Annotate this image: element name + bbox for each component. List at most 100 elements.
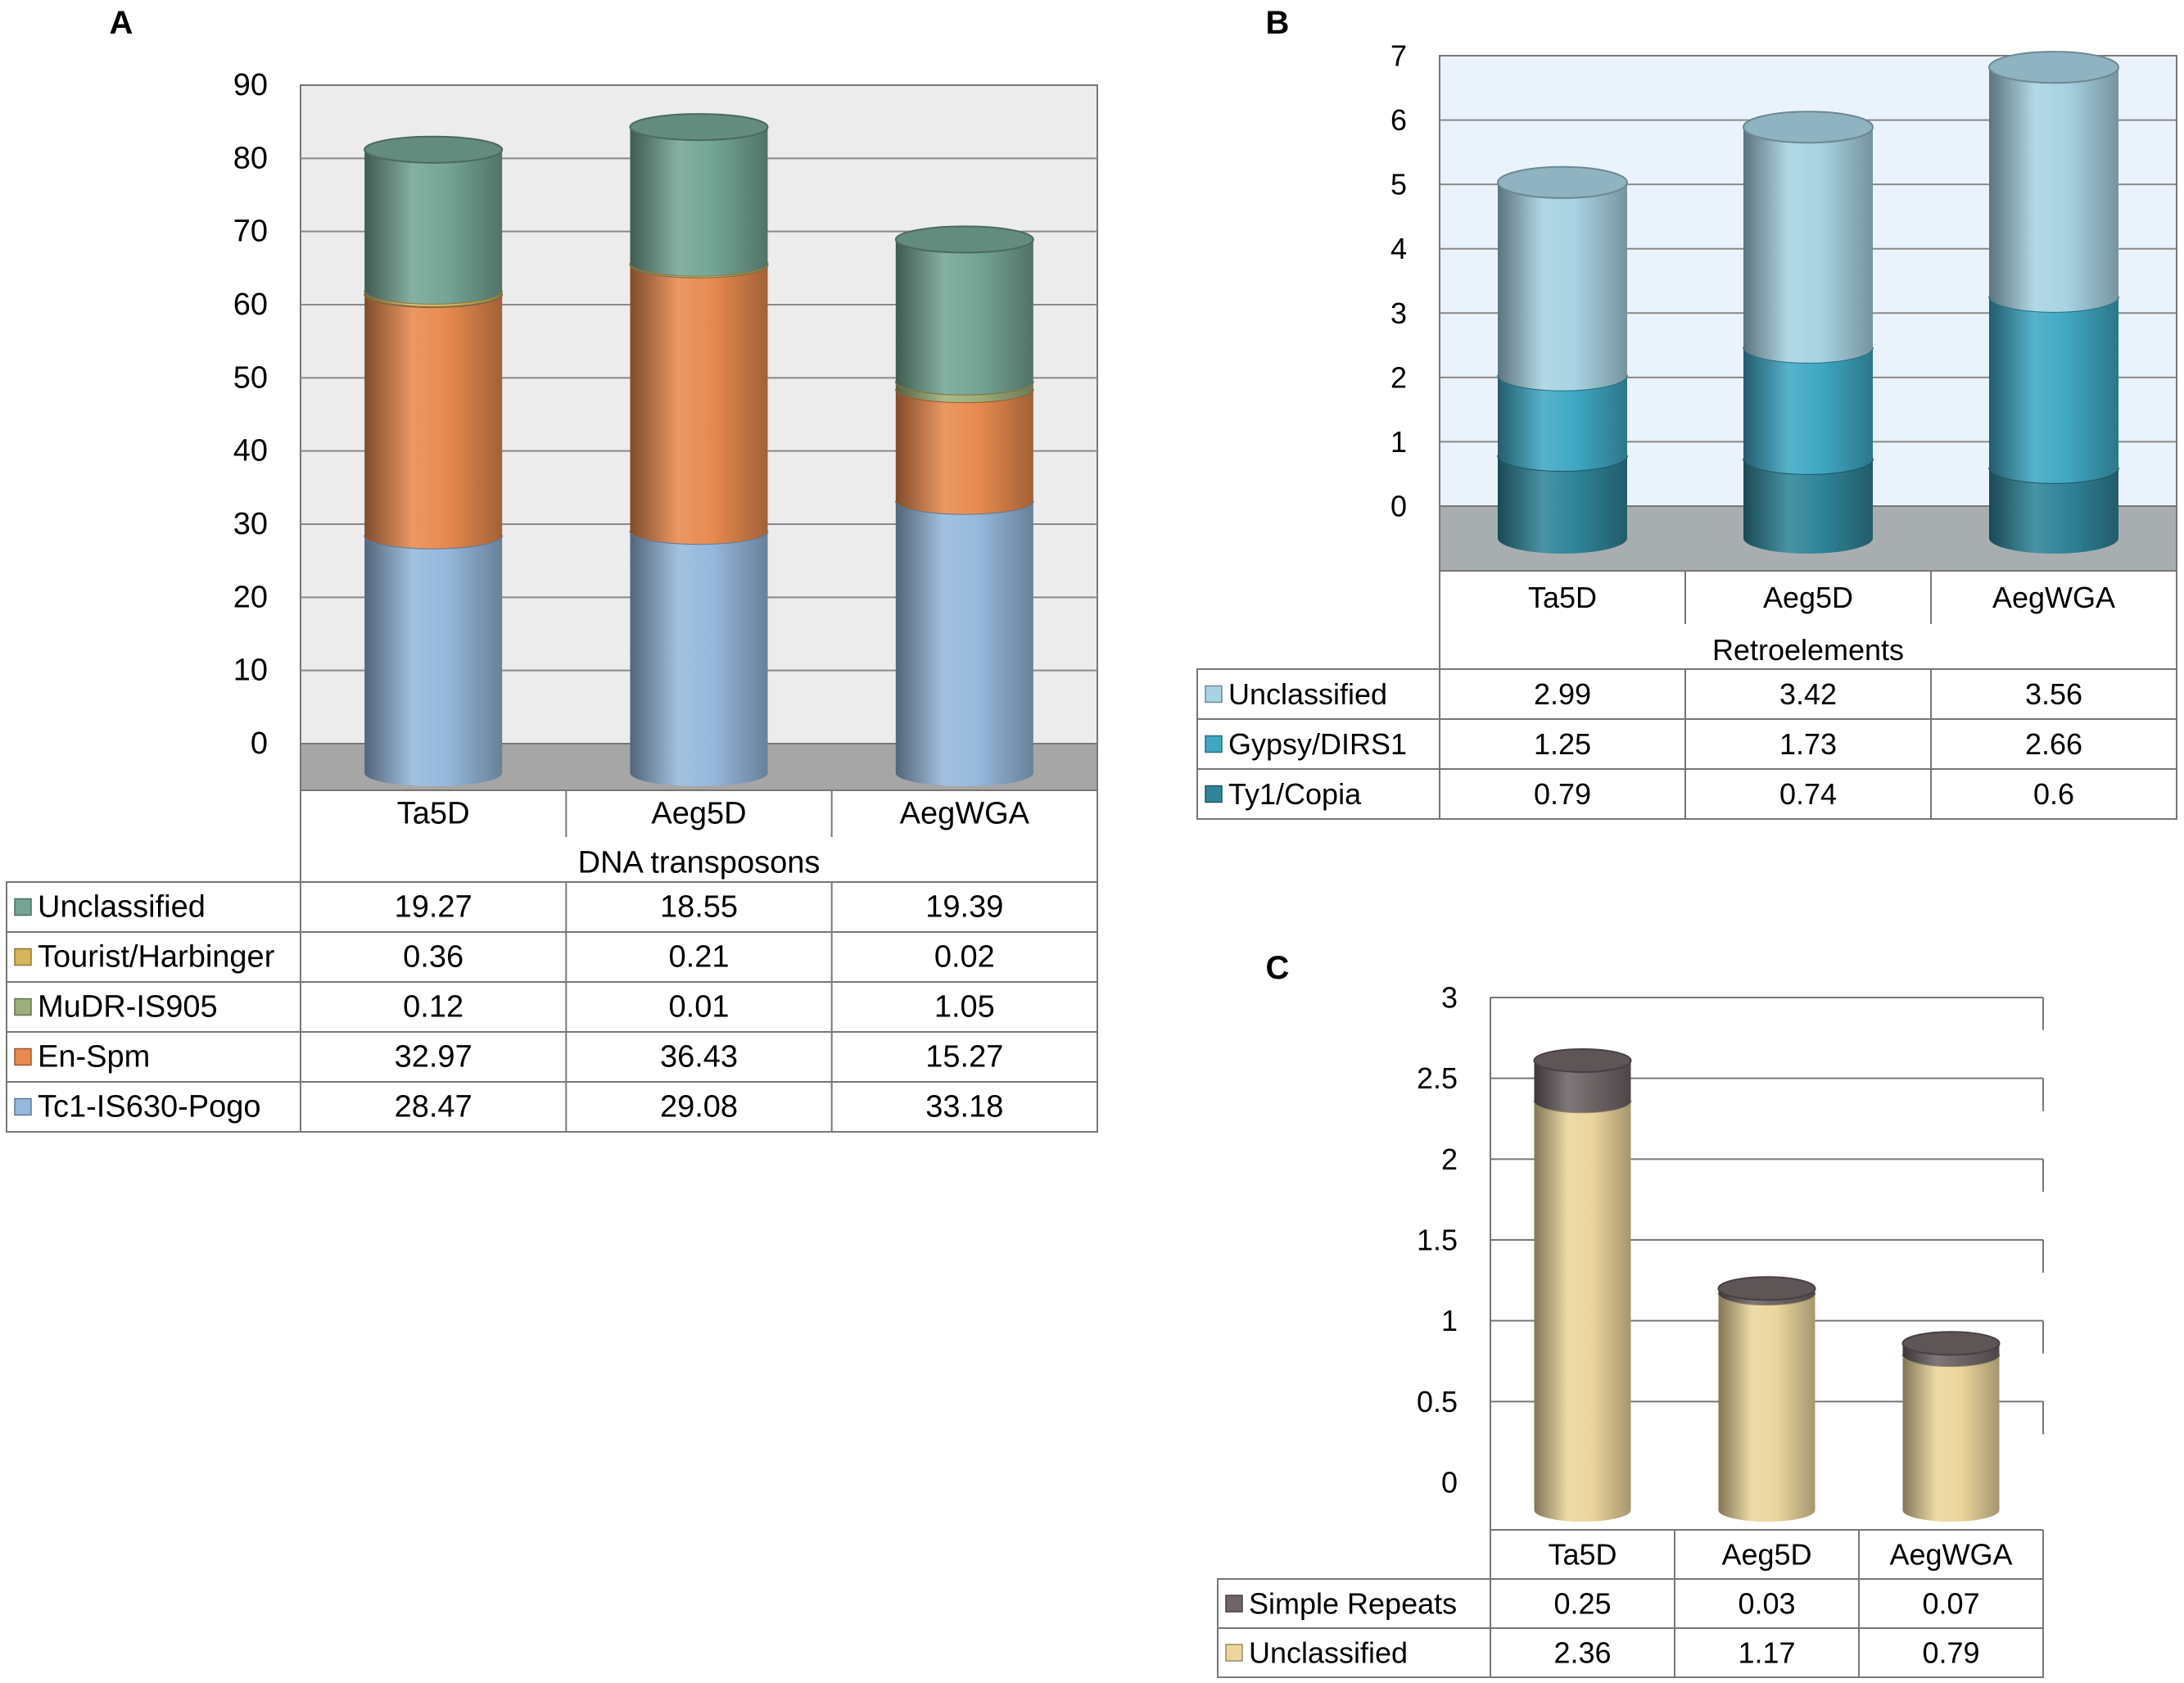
data-label: 1.25 — [1534, 727, 1591, 761]
data-label: 0.79 — [1922, 1636, 1979, 1670]
legend-swatch — [14, 1047, 32, 1066]
bar-top-cap — [629, 113, 769, 142]
category-label: Aeg5D — [1763, 581, 1853, 614]
bar-segment-bottom — [895, 368, 1033, 395]
bar-segment-bottom — [1743, 331, 1873, 363]
data-label: 0.03 — [1738, 1587, 1795, 1621]
bar-segment-bottom — [1989, 523, 2118, 554]
y-tick-label: 4 — [1390, 232, 1407, 265]
y-tick-label: 0 — [251, 726, 268, 761]
y-tick-label: 10 — [233, 654, 268, 688]
bar-top-cap — [1533, 1047, 1632, 1073]
data-label: 3.56 — [2025, 677, 2082, 711]
bar-segment-bottom — [1498, 439, 1627, 471]
data-label: 2.99 — [1534, 677, 1591, 711]
y-tick-label: 3 — [1390, 296, 1407, 330]
legend-label: Tc1-IS630-Pogo — [38, 1090, 261, 1124]
data-label: 32.97 — [395, 1040, 473, 1074]
bar-segment-en-spm — [364, 294, 503, 536]
x-axis-title: Retroelements — [1712, 633, 1904, 667]
bar-segment-bottom — [364, 522, 503, 549]
bar-segment-unclassified — [1989, 67, 2118, 296]
table-row — [1196, 768, 2177, 820]
data-label: 3.42 — [1779, 677, 1837, 711]
data-label: 0.79 — [1534, 777, 1591, 811]
bar-segment-bottom — [630, 518, 768, 545]
legend-swatch — [1205, 685, 1223, 704]
bar-segment-tc1-is630-pogo — [630, 531, 768, 773]
bar-segment-bottom — [1989, 451, 2118, 483]
y-tick-label: 90 — [233, 68, 268, 102]
legend-label: Unclassified — [1249, 1636, 1408, 1670]
bar-segment-unclassified — [1534, 1101, 1631, 1510]
bar-segment-bottom — [1498, 359, 1627, 391]
bar-segment-unclassified — [1902, 1355, 2000, 1510]
y-tick-label: 1 — [1390, 425, 1407, 459]
data-label: 0.02 — [934, 940, 995, 975]
bar-segment-unclassified — [1718, 1293, 1815, 1510]
bar-top-cap — [1497, 165, 1628, 199]
panel-b-label: B — [1266, 5, 1290, 41]
data-label: 28.47 — [395, 1090, 473, 1124]
y-tick-label: 2.5 — [1417, 1061, 1458, 1095]
table-row — [1217, 1627, 2044, 1678]
data-label: 15.27 — [925, 1040, 1003, 1074]
bar-segment-bottom — [1743, 523, 1873, 554]
data-label: 1.17 — [1738, 1636, 1795, 1670]
bar-segment-unclassified — [630, 127, 768, 263]
bar-segment-unclassified — [364, 149, 503, 291]
bar-segment-bottom — [1534, 1089, 1631, 1113]
legend-label: Tourist/Harbinger — [38, 940, 275, 975]
data-label: 33.18 — [925, 1090, 1003, 1124]
bar-segment-bottom — [1989, 280, 2118, 312]
data-label: 1.73 — [1779, 727, 1837, 761]
x-axis-title: DNA transposons — [578, 846, 821, 880]
bar-segment-unclassified — [1743, 127, 1873, 347]
bar-segment-bottom — [895, 487, 1033, 514]
category-label: AegWGA — [1889, 1538, 2012, 1572]
data-label: 0.74 — [1779, 777, 1837, 811]
y-tick-label: 20 — [233, 580, 268, 614]
data-label: 19.27 — [395, 890, 473, 925]
legend-swatch — [14, 898, 32, 916]
y-tick-label: 0 — [1441, 1466, 1458, 1500]
data-label: 0.6 — [2033, 777, 2074, 811]
bar-top-cap — [1901, 1331, 2001, 1356]
data-label: 1.05 — [934, 990, 995, 1025]
bar-segment-en-spm — [895, 389, 1033, 501]
legend-label: Simple Repeats — [1249, 1587, 1457, 1621]
panel-c-label: C — [1266, 950, 1290, 986]
bar-segment-edge — [1743, 346, 1874, 364]
data-label: 29.08 — [660, 1090, 738, 1124]
legend-swatch — [1205, 785, 1223, 803]
data-label: 0.07 — [1922, 1587, 1979, 1621]
panel-a-label: A — [110, 5, 133, 41]
category-label: AegWGA — [1992, 581, 2115, 614]
y-tick-label: 6 — [1390, 103, 1407, 137]
legend-swatch — [1225, 1644, 1243, 1662]
legend-swatch — [1225, 1595, 1243, 1613]
data-label: 18.55 — [660, 890, 738, 925]
data-label: 0.36 — [403, 940, 463, 975]
bar-segment-gypsy-dirs1 — [1989, 296, 2118, 468]
y-tick-label: 0.5 — [1417, 1385, 1458, 1418]
y-tick-label: 70 — [233, 215, 268, 249]
table-row — [6, 1081, 1098, 1133]
y-tick-label: 40 — [233, 434, 268, 468]
bar-segment-bottom — [630, 760, 768, 786]
legend-label: Gypsy/DIRS1 — [1228, 727, 1407, 761]
bar-segment-bottom — [1718, 1499, 1815, 1522]
bar-top-cap — [1743, 111, 1874, 144]
bar-segment-bottom — [1534, 1499, 1631, 1522]
category-label: Aeg5D — [651, 797, 746, 831]
data-label: 0.01 — [669, 990, 730, 1025]
legend-label: En-Spm — [38, 1040, 150, 1074]
data-label: 0.25 — [1553, 1587, 1611, 1621]
bar-segment-bottom — [364, 760, 503, 786]
data-label: 36.43 — [660, 1040, 738, 1074]
data-label: 2.66 — [2025, 727, 2082, 761]
y-tick-label: 1.5 — [1417, 1224, 1458, 1257]
bar-top-cap — [1988, 51, 2119, 84]
category-label: AegWGA — [900, 797, 1030, 831]
